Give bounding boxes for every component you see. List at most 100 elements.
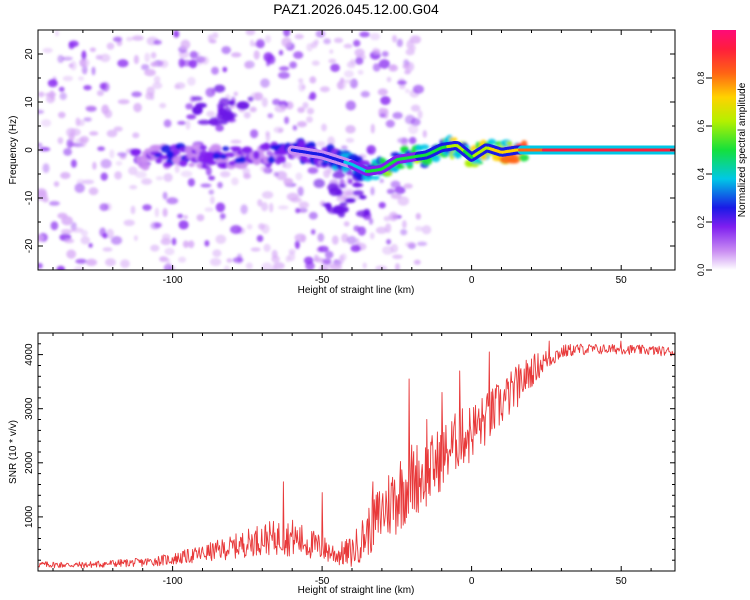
colorbar-tick-label: 0.8 [696, 72, 706, 85]
spectrogram-cell [104, 109, 113, 119]
spectrogram-cell [378, 107, 389, 115]
spectrogram-cell [413, 259, 421, 265]
spectrogram-cell [302, 102, 309, 109]
spectrogram-cell [330, 63, 340, 72]
snr-series [38, 340, 675, 569]
spectrogram-cell [221, 46, 231, 55]
spectrogram-cell [153, 75, 161, 84]
spectrogram-cell [290, 197, 302, 203]
spectrogram-cell [88, 187, 99, 196]
x-tick-label: -50 [315, 576, 330, 587]
spectrogram-cell [102, 232, 108, 239]
spectrogram-cell [105, 258, 116, 267]
spectrogram-cell [69, 128, 81, 137]
spectrogram-cell [153, 39, 162, 45]
spectrogram-cell [261, 202, 268, 212]
spectrogram-cell [357, 226, 366, 236]
y-tick-label: 2000 [24, 451, 35, 474]
spectrogram-cell [173, 150, 181, 156]
spectrogram-cell [150, 61, 159, 67]
spectrogram-cell [263, 243, 271, 252]
spectrogram-cell [163, 119, 172, 128]
spectrogram-cell [42, 163, 50, 174]
spectrogram-cell [297, 107, 305, 113]
spectrogram-cell [250, 129, 259, 139]
spectrogram-cell [308, 211, 318, 220]
x-tick-label: 50 [616, 275, 628, 286]
y-tick-label: 0 [24, 147, 35, 153]
spectrogram-cell [329, 49, 334, 54]
colorbar-label: Normalized spectral amplitude [737, 82, 748, 217]
spectrogram-cell [283, 30, 291, 37]
spectrogram-cell [57, 55, 64, 63]
spectrogram-cell [327, 207, 340, 215]
spectrogram-cell [449, 137, 458, 142]
x-tick-label: -50 [315, 275, 330, 286]
spectrogram-cell [246, 224, 253, 230]
spectrogram-cell [297, 207, 308, 213]
x-tick-label: -100 [163, 576, 183, 587]
spectrogram-cell [120, 259, 130, 269]
spectrogram-cell [161, 233, 171, 241]
spectrogram-cell [244, 61, 252, 69]
spectrogram-cell [410, 104, 421, 112]
spectrogram-cell [397, 137, 409, 144]
spectrogram-cell [333, 37, 344, 43]
spectrogram-cell [298, 201, 310, 209]
spectrogram-cell [271, 255, 280, 263]
colorbar-tick-label: 0.6 [696, 120, 706, 133]
spectrogram-cell [64, 238, 75, 244]
spectrogram-cell [518, 153, 529, 162]
spectrogram-cell [42, 47, 53, 54]
spectrogram-cell [267, 156, 276, 164]
spectrogram-cell [159, 256, 168, 262]
spectrogram-cell [62, 75, 74, 82]
spectrogram-cell [75, 138, 84, 143]
spectrogram-cell [402, 220, 407, 229]
spectrogram-cell [378, 202, 386, 209]
x-tick-label: 50 [616, 576, 628, 587]
spectrogram-cell [285, 255, 291, 263]
spectrogram-cell [327, 183, 339, 192]
spectrogram-cell [114, 171, 122, 180]
spectrogram-cell [339, 77, 345, 84]
spectrogram-cell [421, 225, 432, 235]
spectrogram-cell [412, 84, 424, 94]
spectrogram-cell [243, 111, 251, 119]
spectrogram-cell [272, 98, 281, 106]
spectrogram-cell [219, 213, 226, 220]
spectrogram-cell [159, 102, 167, 109]
spectrogram-cell [362, 262, 367, 269]
spectrogram-cell [42, 196, 49, 203]
spectrogram-cell [129, 185, 138, 190]
spectrogram-cell [321, 123, 327, 132]
snr-line [38, 340, 675, 569]
spectrogram-cell [420, 144, 430, 150]
spectrogram-cell [306, 116, 313, 123]
spectrogram-cell [187, 178, 195, 187]
spectrogram-cell [271, 266, 278, 270]
spectrogram-cell [317, 245, 329, 253]
spectrogram-cell [129, 148, 142, 154]
spectrogram-cell [163, 162, 173, 168]
spectrogram-cell [336, 81, 347, 90]
spectrogram-cell [141, 178, 153, 185]
spectrogram-cell [343, 221, 350, 227]
spectrogram-cell [150, 221, 161, 230]
spectrogram-cell [99, 53, 111, 63]
spectrogram-cell [390, 193, 402, 200]
spectrogram-cell [155, 176, 164, 181]
spectrogram-cell [383, 215, 391, 222]
spectrogram-cell [253, 157, 263, 165]
spectrogram-cell [294, 34, 304, 40]
spectrogram-cell [402, 63, 411, 70]
spectrogram-cell [88, 243, 93, 248]
spectrogram-cell [85, 106, 97, 112]
spectrogram-cell [267, 113, 274, 119]
colorbar: 0.0 0.2 0.4 0.6 0.8 Normalized spectral ampl… [696, 30, 748, 276]
spectrogram-cell [230, 225, 242, 234]
spectrogram-cell [358, 195, 367, 200]
spectrogram-cell [173, 30, 180, 38]
spectrogram-cell [210, 196, 215, 205]
